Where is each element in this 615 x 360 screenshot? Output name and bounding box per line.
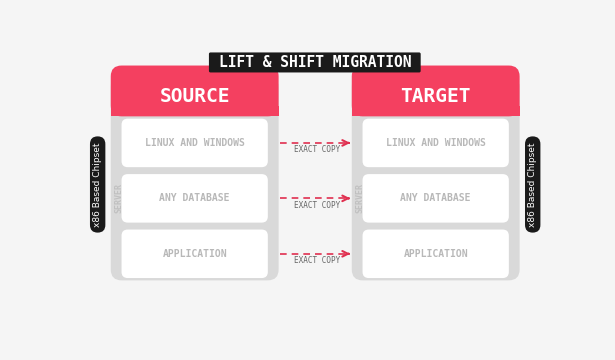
FancyBboxPatch shape <box>122 119 268 167</box>
Text: LINUX AND WINDOWS: LINUX AND WINDOWS <box>386 138 486 148</box>
Text: LIFT & SHIFT MIGRATION: LIFT & SHIFT MIGRATION <box>218 55 411 70</box>
Text: LINUX AND WINDOWS: LINUX AND WINDOWS <box>145 138 245 148</box>
FancyBboxPatch shape <box>111 66 279 116</box>
FancyBboxPatch shape <box>111 76 279 280</box>
FancyBboxPatch shape <box>90 136 105 233</box>
FancyBboxPatch shape <box>362 230 509 278</box>
Text: SOURCE: SOURCE <box>159 87 230 106</box>
Text: SERVER: SERVER <box>355 183 364 213</box>
Text: EXACT COPY: EXACT COPY <box>295 201 341 210</box>
FancyBboxPatch shape <box>352 66 520 116</box>
Text: x86 Based Chipset: x86 Based Chipset <box>93 142 102 227</box>
Text: APPLICATION: APPLICATION <box>162 249 227 259</box>
Text: SERVER: SERVER <box>114 183 123 213</box>
FancyBboxPatch shape <box>122 230 268 278</box>
FancyBboxPatch shape <box>209 53 421 72</box>
FancyBboxPatch shape <box>525 136 541 233</box>
Text: ANY DATABASE: ANY DATABASE <box>400 193 471 203</box>
FancyBboxPatch shape <box>362 174 509 222</box>
Bar <box>352 105 520 116</box>
FancyBboxPatch shape <box>362 119 509 167</box>
Text: x86 Based Chipset: x86 Based Chipset <box>528 142 538 227</box>
FancyBboxPatch shape <box>122 174 268 222</box>
Text: EXACT COPY: EXACT COPY <box>295 145 341 154</box>
Text: APPLICATION: APPLICATION <box>403 249 468 259</box>
FancyBboxPatch shape <box>352 76 520 280</box>
Text: TARGET: TARGET <box>400 87 471 106</box>
Bar <box>111 105 279 116</box>
Text: EXACT COPY: EXACT COPY <box>295 256 341 265</box>
Text: ANY DATABASE: ANY DATABASE <box>159 193 230 203</box>
